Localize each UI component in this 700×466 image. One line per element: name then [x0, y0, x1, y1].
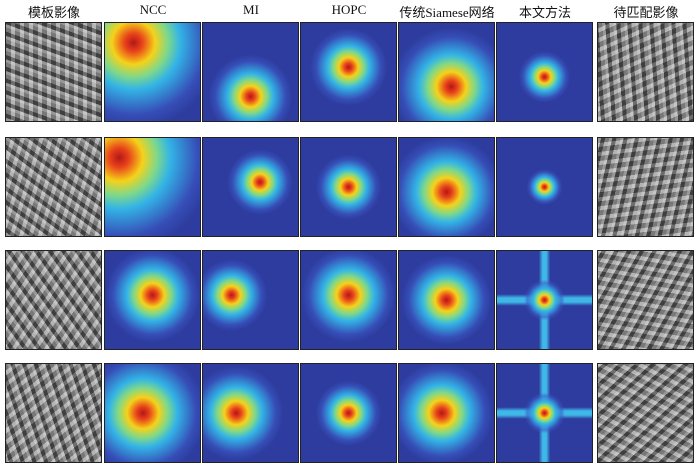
similarity-heatmap [398, 137, 495, 237]
similarity-heatmap [202, 250, 299, 350]
similarity-heatmap [202, 363, 299, 463]
similarity-heatmap [496, 363, 593, 463]
column-header: NCC [139, 2, 167, 17]
similarity-heatmap [300, 137, 397, 237]
similarity-heatmap [300, 363, 397, 463]
search-image [597, 363, 694, 463]
similarity-heatmap [104, 363, 201, 463]
similarity-heatmap [202, 137, 299, 237]
template-image [5, 137, 102, 237]
similarity-heatmap [496, 250, 593, 350]
similarity-heatmap [300, 22, 397, 122]
column-header: 模板影像 [27, 5, 80, 20]
similarity-heatmap [300, 250, 397, 350]
search-image [597, 137, 694, 237]
search-image [597, 250, 694, 350]
column-header: 待匹配影像 [613, 5, 679, 20]
similarity-heatmap [398, 363, 495, 463]
template-image [5, 22, 102, 122]
column-header: MI [243, 2, 259, 17]
column-header: HOPC [331, 2, 367, 17]
similarity-heatmap [104, 22, 201, 122]
column-header: 传统Siamese网络 [399, 5, 495, 20]
column-header: 本文方法 [518, 5, 571, 20]
similarity-heatmap [496, 137, 593, 237]
similarity-heatmap [104, 250, 201, 350]
similarity-heatmap [202, 22, 299, 122]
template-image [5, 250, 102, 350]
similarity-heatmap [496, 22, 593, 122]
similarity-heatmap [104, 137, 201, 237]
similarity-heatmap [398, 250, 495, 350]
search-image [597, 22, 694, 122]
similarity-heatmap [398, 22, 495, 122]
template-image [5, 363, 102, 463]
